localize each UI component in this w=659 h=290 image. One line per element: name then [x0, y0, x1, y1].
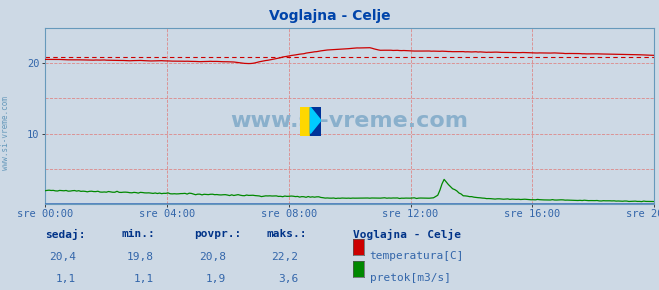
- Text: 3,6: 3,6: [278, 274, 299, 284]
- Bar: [310, 107, 321, 136]
- Text: www.si-vreme.com: www.si-vreme.com: [1, 96, 10, 171]
- Text: 1,1: 1,1: [133, 274, 154, 284]
- Text: min.:: min.:: [122, 229, 156, 239]
- Text: pretok[m3/s]: pretok[m3/s]: [370, 273, 451, 282]
- Text: temperatura[C]: temperatura[C]: [370, 251, 464, 261]
- Text: 20,4: 20,4: [49, 252, 76, 262]
- Text: www.si-vreme.com: www.si-vreme.com: [231, 111, 469, 131]
- Text: povpr.:: povpr.:: [194, 229, 242, 239]
- Text: 1,9: 1,9: [206, 274, 226, 284]
- Polygon shape: [310, 107, 321, 133]
- Text: 22,2: 22,2: [272, 252, 299, 262]
- Text: sedaj:: sedaj:: [45, 229, 85, 240]
- Bar: [300, 107, 310, 136]
- Text: 20,8: 20,8: [199, 252, 226, 262]
- Text: 1,1: 1,1: [56, 274, 76, 284]
- Text: 19,8: 19,8: [127, 252, 154, 262]
- Text: maks.:: maks.:: [267, 229, 307, 239]
- Text: Voglajna - Celje: Voglajna - Celje: [353, 229, 461, 240]
- Text: Voglajna - Celje: Voglajna - Celje: [269, 9, 390, 23]
